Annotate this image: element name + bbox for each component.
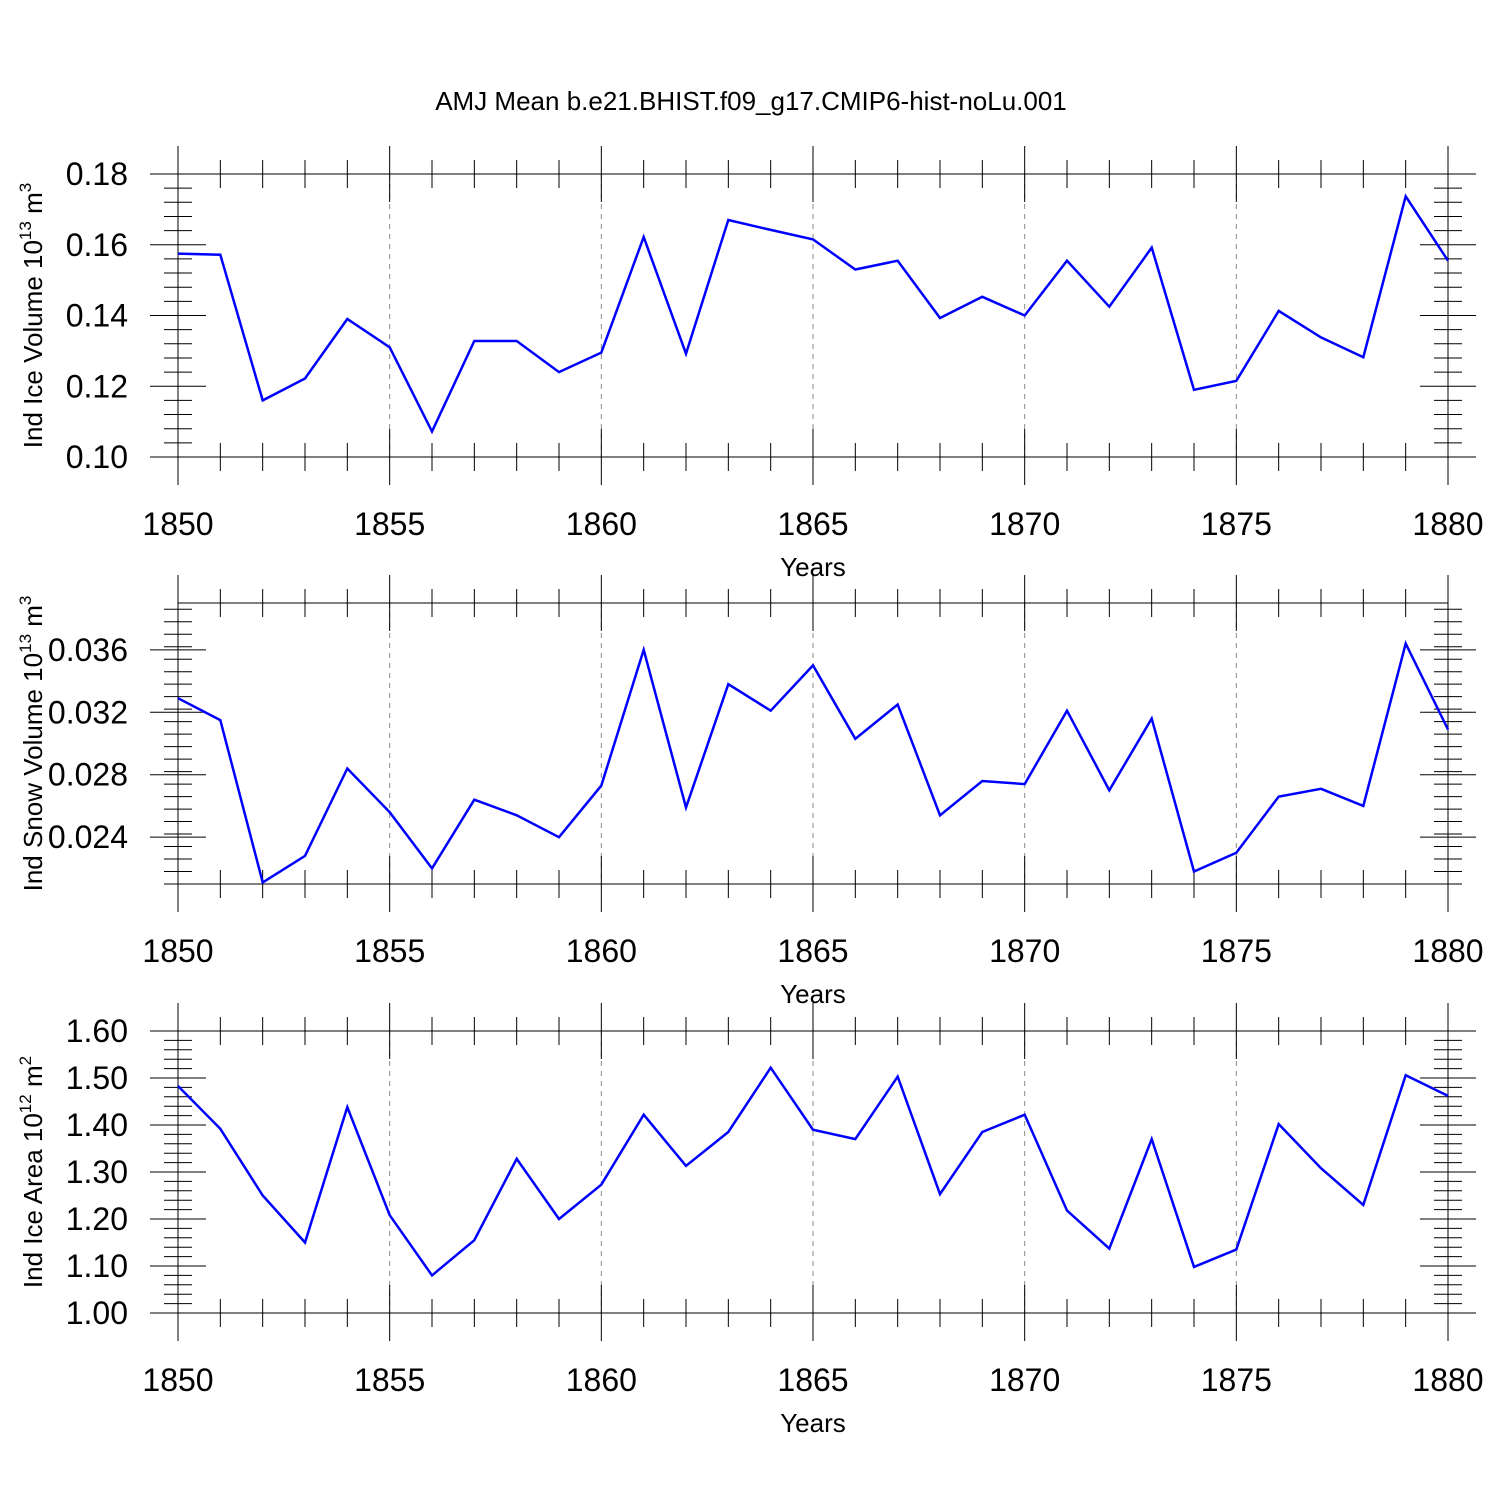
x-tick-label: 1860 (566, 506, 637, 542)
x-tick-label: 1855 (354, 933, 425, 969)
x-tick-label: 1860 (566, 933, 637, 969)
x-tick-label: 1875 (1201, 1362, 1272, 1398)
y-tick-label: 1.60 (66, 1013, 128, 1049)
y-tick-label: 0.024 (48, 819, 128, 855)
y-tick-label: 1.40 (66, 1107, 128, 1143)
x-tick-label: 1865 (777, 506, 848, 542)
y-tick-label: 0.10 (66, 439, 128, 475)
y-tick-label: 0.14 (66, 298, 128, 334)
y-tick-label: 0.028 (48, 757, 128, 793)
x-tick-label: 1855 (354, 1362, 425, 1398)
x-tick-label: 1865 (777, 933, 848, 969)
x-tick-label: 1870 (989, 1362, 1060, 1398)
x-tick-label: 1870 (989, 933, 1060, 969)
x-tick-label: 1855 (354, 506, 425, 542)
x-tick-label: 1850 (142, 506, 213, 542)
x-tick-label: 1850 (142, 933, 213, 969)
panel-2: 0.024 0.028 0.032 0.036 1850 1855 1860 1865 1870… (16, 575, 1484, 1009)
x-tick-label: 1865 (777, 1362, 848, 1398)
x-tick-label: 1880 (1412, 506, 1483, 542)
y-axis-label: Ind Snow Volume 1013 m3 (16, 596, 48, 892)
x-tick-label: 1860 (566, 1362, 637, 1398)
x-tick-label: 1850 (142, 1362, 213, 1398)
y-tick-label: 1.10 (66, 1248, 128, 1284)
x-tick-label: 1880 (1412, 1362, 1483, 1398)
y-axis-label: Ind Ice Area 1012 m2 (16, 1056, 48, 1288)
y-tick-label: 0.036 (48, 632, 128, 668)
panel-1: 0.10 0.12 0.14 0.16 0.18 1850 1855 1860 1865 1870… (16, 146, 1484, 582)
y-tick-label: 0.16 (66, 227, 128, 263)
y-axis-label: Ind Ice Volume 1013 m3 (16, 183, 48, 448)
x-tick-label: 1870 (989, 506, 1060, 542)
x-tick-label: 1875 (1201, 506, 1272, 542)
chart-title: AMJ Mean b.e21.BHIST.f09_g17.CMIP6-hist-… (435, 86, 1067, 116)
y-tick-label: 0.032 (48, 694, 128, 730)
data-series-line (177, 193, 1450, 435)
y-tick-label: 1.30 (66, 1154, 128, 1190)
data-series-line (177, 640, 1450, 885)
x-tick-label: 1875 (1201, 933, 1272, 969)
y-tick-label: 1.50 (66, 1060, 128, 1096)
panel-3: 1.00 1.10 1.20 1.30 1.40 1.50 1.60 1850 1855 1860… (16, 1003, 1484, 1438)
y-tick-label: 0.18 (66, 156, 128, 192)
y-tick-label: 1.20 (66, 1201, 128, 1237)
y-tick-label: 1.00 (66, 1295, 128, 1331)
x-axis-label: Years (780, 1408, 846, 1438)
y-tick-label: 0.12 (66, 368, 128, 404)
data-series-line (177, 1065, 1449, 1278)
x-tick-label: 1880 (1412, 933, 1483, 969)
